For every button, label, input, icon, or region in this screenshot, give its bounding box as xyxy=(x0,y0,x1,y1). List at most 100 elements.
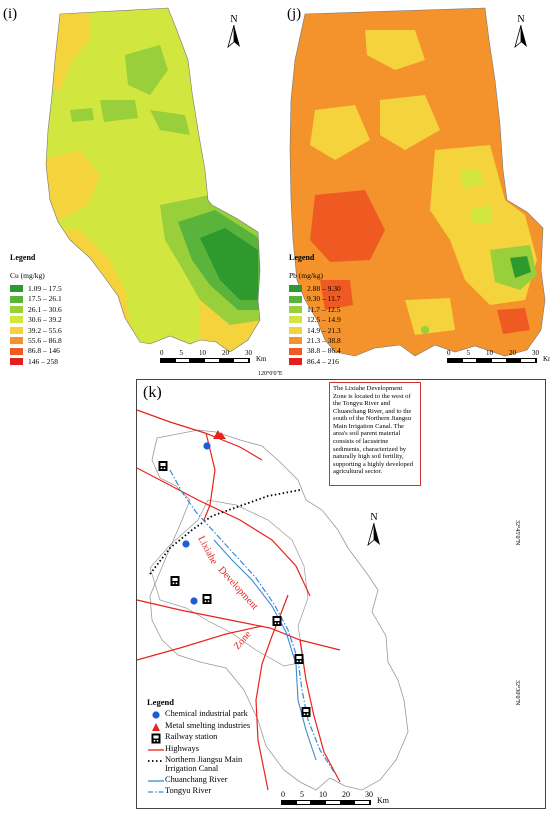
legend-range-label: 14.9 – 21.3 xyxy=(307,325,341,335)
legend-unit: Pb (mg/kg) xyxy=(289,271,323,280)
smelting-marker xyxy=(217,432,226,439)
legend-range-label: 55.6 – 86.8 xyxy=(28,335,62,345)
legend-item-railway: Railway station xyxy=(147,732,275,744)
panel-label-k: (k) xyxy=(143,384,162,401)
legend-swatch xyxy=(10,295,23,303)
railway-station-marker xyxy=(158,461,168,471)
legend-range-label: 30.6 – 39.2 xyxy=(28,315,62,325)
legend-swatch xyxy=(289,285,302,293)
north-arrow-icon xyxy=(514,25,527,49)
legend-range-label: 21.3 – 38.8 xyxy=(307,335,341,345)
legend-class-row: 17.5 – 26.1 xyxy=(10,294,62,304)
legend-swatch xyxy=(10,337,23,345)
north-arrow-icon xyxy=(227,25,240,49)
railway-station-marker xyxy=(202,594,212,604)
legend-class-row: 14.9 – 21.3 xyxy=(289,325,341,335)
dotted-line-icon xyxy=(148,760,164,763)
scale-bar-j: 0 5 10 20 30 Km xyxy=(447,349,550,363)
cu-map xyxy=(45,7,261,353)
legend-range-label: 86.8 – 146 xyxy=(28,346,60,356)
legend-range-label: 39.2 – 55.6 xyxy=(28,325,62,335)
chemical-park-marker xyxy=(182,540,190,548)
chemical-park-marker xyxy=(203,442,211,450)
legend-title: Legend xyxy=(147,697,174,707)
legend-swatch xyxy=(10,305,23,313)
legend-range-label: 86.4 – 216 xyxy=(307,356,339,366)
railway-station-marker xyxy=(170,576,180,586)
panel-label-j: (j) xyxy=(287,6,302,22)
map-panel-j: (j) N xyxy=(275,0,550,370)
legend-item-chemical: Chemical industrial park xyxy=(147,709,275,720)
right-coordinate-1: 32°45'0"N xyxy=(514,520,520,546)
legend-swatch xyxy=(289,316,302,324)
legend-swatch xyxy=(10,347,23,355)
legend-unit: Cu (mg/kg) xyxy=(10,271,45,280)
red-triangle-icon xyxy=(152,722,160,731)
legend-class-row: 39.2 – 55.6 xyxy=(10,325,62,335)
legend-range-label: 11.7 – 12.5 xyxy=(307,304,341,314)
legend-item-canal: Northern Jiangsu Main Irrigation Canal xyxy=(147,755,275,774)
zone-label-development: Development xyxy=(216,565,260,613)
legend-title: Legend xyxy=(10,253,36,262)
legend-item-chuanchang: Chuanchang River xyxy=(147,775,275,786)
chemical-park-marker xyxy=(190,597,198,605)
legend-range-label: 146 – 258 xyxy=(28,356,58,366)
legend-swatch xyxy=(289,305,302,313)
right-coordinate-2: 32°30'0"N xyxy=(514,680,520,706)
legend-swatch xyxy=(289,337,302,345)
north-arrow-icon xyxy=(367,523,380,547)
info-box: The Lixiahe Development Zone is located … xyxy=(329,382,421,486)
legend-swatch xyxy=(10,357,23,365)
legend-item-smelting: Metal smelting industries xyxy=(147,721,275,732)
north-arrow-i: N xyxy=(222,14,246,49)
legend-k: Legend Chemical industrial park Metal sm… xyxy=(147,698,275,799)
legend-class-row: 38.8 – 86.4 xyxy=(289,346,341,356)
legend-range-label: 38.8 – 86.4 xyxy=(307,346,341,356)
scale-bar-i: 0 5 10 20 30 Km xyxy=(160,349,267,363)
zone-label-lixiahe: Lixiahe xyxy=(195,534,219,567)
legend-swatch xyxy=(289,357,302,365)
legend-i: Legend Cu (mg/kg) 1.09 – 17.5 17.5 – 26.1… xyxy=(10,254,62,367)
north-arrow-j: N xyxy=(509,14,533,49)
legend-class-row: 11.7 – 12.5 xyxy=(289,304,341,314)
legend-class-row: 21.3 – 38.8 xyxy=(289,335,341,345)
pb-map xyxy=(289,7,546,357)
legend-item-tongyu: Tongyu River xyxy=(147,786,275,797)
legend-class-row: 26.1 – 30.6 xyxy=(10,304,62,314)
top-coordinate: 120°0'0"E xyxy=(258,371,283,377)
blue-line-icon xyxy=(148,779,164,782)
legend-j: Legend Pb (mg/kg) 2.88 – 9.30 9.30 – 11.7… xyxy=(289,254,341,367)
dashdot-line-icon xyxy=(148,791,164,793)
scale-bar-k: 0 5 10 20 30 Km xyxy=(281,790,389,805)
legend-swatch xyxy=(10,285,23,293)
legend-class-row: 86.4 – 216 xyxy=(289,356,341,366)
red-line-icon xyxy=(148,749,164,751)
legend-swatch xyxy=(10,316,23,324)
legend-swatch xyxy=(289,326,302,334)
legend-class-row: 9.30 – 11.7 xyxy=(289,294,341,304)
legend-range-label: 12.5 – 14.9 xyxy=(307,315,341,325)
legend-range-label: 17.5 – 26.1 xyxy=(28,294,62,304)
legend-range-label: 26.1 – 30.6 xyxy=(28,304,62,314)
railway-station-marker xyxy=(294,654,304,664)
railway-station-icon xyxy=(151,733,161,744)
legend-class-row: 2.88 – 9.30 xyxy=(289,284,341,294)
legend-class-row: 86.8 – 146 xyxy=(10,346,62,356)
railway-station-marker xyxy=(301,707,311,717)
legend-item-highways: Highways xyxy=(147,744,275,755)
legend-swatch xyxy=(289,295,302,303)
panel-label-i: (i) xyxy=(3,6,18,22)
legend-range-label: 1.09 – 17.5 xyxy=(28,283,62,293)
railway-station-marker xyxy=(272,616,282,626)
legend-class-row: 30.6 – 39.2 xyxy=(10,315,62,325)
legend-title: Legend xyxy=(289,253,315,262)
legend-class-row: 146 – 258 xyxy=(10,356,62,366)
legend-swatch xyxy=(289,347,302,355)
map-panel-i: (i) N xyxy=(0,0,275,370)
north-arrow-k: N xyxy=(362,512,386,547)
legend-swatch xyxy=(10,326,23,334)
legend-class-row: 1.09 – 17.5 xyxy=(10,284,62,294)
legend-range-label: 9.30 – 11.7 xyxy=(307,294,341,304)
blue-dot-icon xyxy=(152,711,160,719)
